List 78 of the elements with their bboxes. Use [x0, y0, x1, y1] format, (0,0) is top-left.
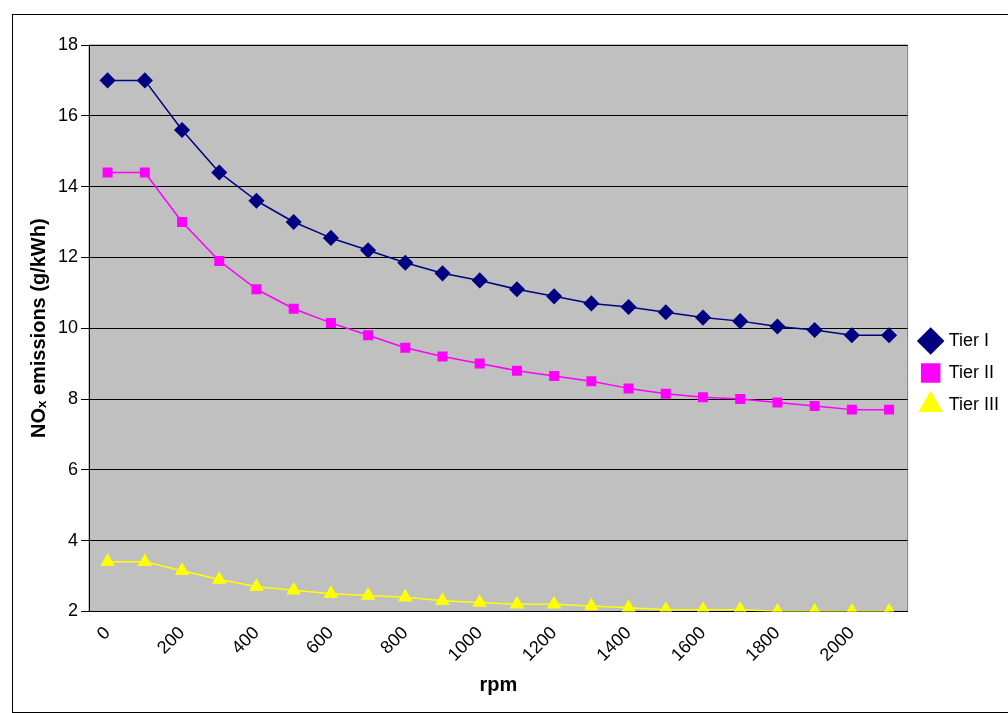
point: [99, 72, 116, 89]
point: [437, 351, 448, 362]
point: [398, 589, 413, 602]
point: [735, 394, 746, 404]
point: [137, 72, 153, 89]
point: [177, 217, 188, 227]
point: [584, 598, 599, 611]
point: [214, 255, 225, 266]
point: [621, 600, 636, 612]
y-tick-label: 10: [57, 317, 79, 338]
point: [138, 554, 152, 567]
point: [549, 371, 560, 381]
y-axis-title: NOₓ emissions (g/kWh): [26, 218, 49, 438]
y-tick-label: 12: [57, 246, 79, 267]
point: [323, 230, 339, 246]
point: [472, 594, 487, 607]
point: [211, 164, 228, 181]
legend-label: Tier I: [948, 329, 990, 350]
point: [249, 578, 264, 591]
y-tick-label: 6: [68, 458, 79, 479]
point: [285, 214, 302, 230]
point: [695, 309, 711, 326]
point: [809, 401, 820, 412]
legend-label: Tier II: [948, 361, 995, 382]
point: [100, 554, 115, 567]
point: [732, 313, 748, 329]
point: [769, 318, 786, 335]
point: [660, 388, 671, 399]
point: [844, 327, 860, 344]
x-tick-label: 400: [227, 622, 263, 658]
point: [435, 593, 450, 606]
point: [288, 303, 299, 314]
point: [471, 272, 488, 289]
point: [698, 392, 708, 403]
point: [361, 587, 375, 600]
x-tick-label: 200: [153, 622, 189, 658]
point: [175, 562, 189, 575]
point: [363, 330, 374, 341]
x-tick-label: 800: [376, 622, 412, 658]
y-tick-label: 16: [57, 104, 79, 125]
point: [881, 327, 897, 344]
point: [509, 281, 525, 298]
point: [884, 404, 895, 415]
point: [397, 254, 414, 271]
point: [583, 295, 600, 312]
x-tick-label: 0: [92, 622, 114, 644]
point: [620, 299, 637, 315]
point: [510, 596, 524, 609]
point: [806, 322, 823, 338]
point: [586, 376, 597, 387]
point: [400, 342, 411, 353]
point: [248, 193, 265, 209]
point: [658, 304, 674, 321]
point: [324, 585, 338, 598]
point: [102, 167, 113, 178]
y-tick-label: 14: [57, 175, 79, 196]
y-tick-label: 4: [68, 529, 79, 550]
point: [212, 571, 227, 584]
point: [546, 288, 562, 305]
point: [623, 383, 634, 394]
point: [251, 284, 262, 295]
point: [360, 242, 376, 259]
point: [846, 404, 857, 415]
y-tick-label: 8: [68, 387, 79, 408]
y-tick-label: 2: [68, 600, 79, 621]
point: [139, 167, 150, 178]
point: [434, 265, 451, 282]
point: [474, 358, 485, 369]
y-tick-label: 18: [57, 33, 79, 54]
point: [772, 397, 783, 408]
point: [547, 596, 561, 609]
point: [286, 582, 301, 595]
point: [511, 365, 522, 376]
legend-label: Tier III: [948, 393, 1000, 414]
x-tick-label: 600: [301, 622, 338, 658]
point: [174, 122, 190, 138]
point: [325, 317, 336, 328]
x-axis-title: rpm: [479, 672, 518, 695]
